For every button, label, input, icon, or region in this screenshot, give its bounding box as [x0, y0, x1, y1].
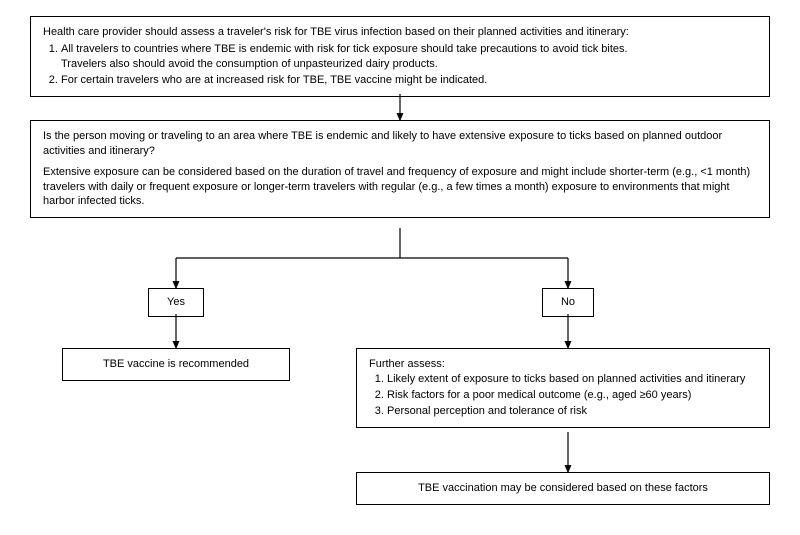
exposure-question-p2: Extensive exposure can be considered bas… — [43, 165, 757, 210]
no-label: No — [561, 296, 575, 308]
further-assess-list: Likely extent of exposure to ticks based… — [387, 372, 757, 419]
assess-intro-lead: Health care provider should assess a tra… — [43, 25, 757, 40]
assess-item-1: All travelers to countries where TBE is … — [61, 42, 757, 72]
assess-item-1a: All travelers to countries where TBE is … — [61, 43, 628, 55]
yes-result-text: TBE vaccine is recommended — [103, 358, 249, 370]
no-result-box: TBE vaccination may be considered based … — [356, 472, 770, 505]
assess-item-2: For certain travelers who are at increas… — [61, 73, 757, 88]
further-assess-3: Personal perception and tolerance of ris… — [387, 404, 757, 419]
assess-intro-box: Health care provider should assess a tra… — [30, 16, 770, 97]
exposure-question-box: Is the person moving or traveling to an … — [30, 120, 770, 218]
assess-intro-list: All travelers to countries where TBE is … — [61, 42, 757, 88]
yes-result-box: TBE vaccine is recommended — [62, 348, 290, 381]
no-result-text: TBE vaccination may be considered based … — [418, 482, 708, 494]
yes-branch-box: Yes — [148, 288, 204, 317]
assess-item-1b: Travelers also should avoid the consumpt… — [61, 58, 438, 70]
further-assess-1: Likely extent of exposure to ticks based… — [387, 372, 757, 387]
further-assess-lead: Further assess: — [369, 357, 757, 372]
yes-label: Yes — [167, 296, 185, 308]
no-branch-box: No — [542, 288, 594, 317]
further-assess-box: Further assess: Likely extent of exposur… — [356, 348, 770, 428]
further-assess-2: Risk factors for a poor medical outcome … — [387, 388, 757, 403]
exposure-question-p1: Is the person moving or traveling to an … — [43, 129, 757, 159]
